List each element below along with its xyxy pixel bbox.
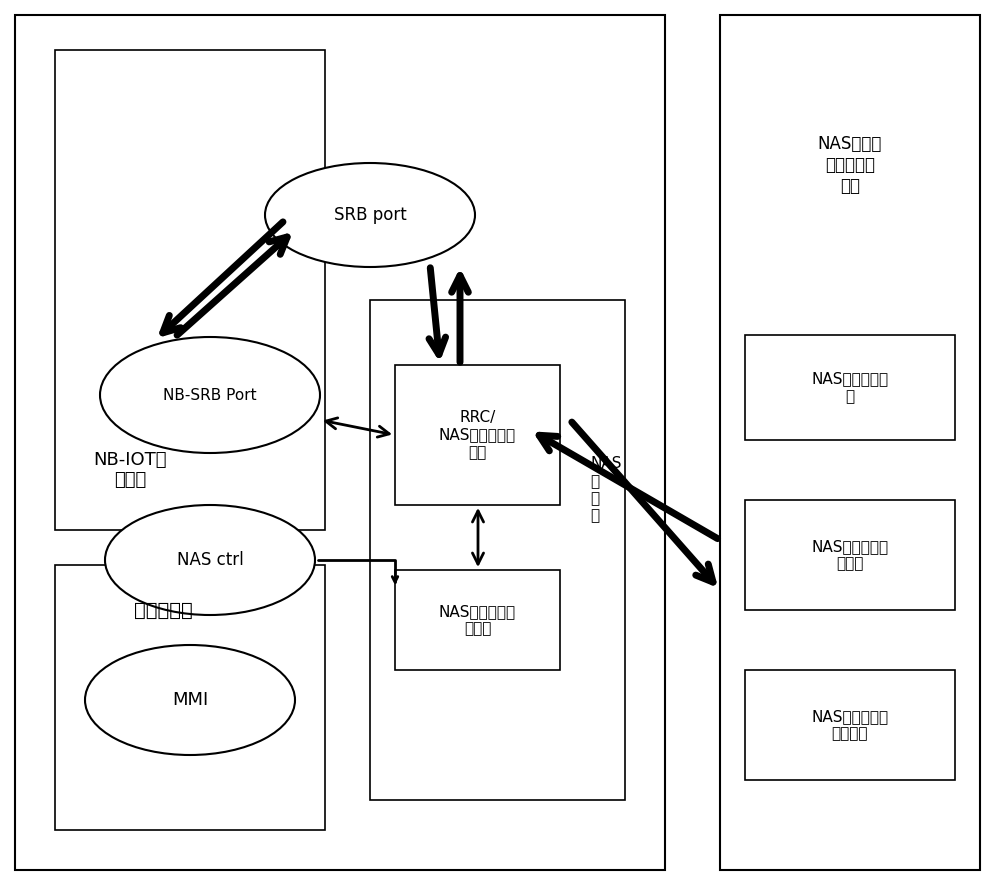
Ellipse shape [100, 337, 320, 453]
Bar [55, 565, 325, 830]
Bar [745, 500, 955, 610]
Ellipse shape [265, 163, 475, 267]
Bar [55, 50, 325, 530]
Text: RRC/
NAS消息编解码
模块: RRC/ NAS消息编解码 模块 [439, 410, 516, 460]
Text: NAS解密相关函
数: NAS解密相关函 数 [811, 371, 889, 404]
Text: NAS完整性保护
相关函数: NAS完整性保护 相关函数 [811, 709, 889, 741]
Bar [395, 570, 560, 670]
Text: MMI: MMI [172, 691, 208, 709]
Bar [745, 670, 955, 780]
Text: NAS安全功能控
制模块: NAS安全功能控 制模块 [439, 604, 516, 636]
Text: NB-SRB Port: NB-SRB Port [163, 387, 257, 402]
Ellipse shape [85, 645, 295, 755]
Bar [370, 300, 625, 800]
Text: 主测试模块: 主测试模块 [134, 600, 192, 620]
Text: SRB port: SRB port [334, 206, 406, 224]
Ellipse shape [105, 505, 315, 615]
Text: NB-IOT测
试模块: NB-IOT测 试模块 [93, 450, 167, 490]
Bar [395, 365, 560, 505]
Bar [720, 15, 980, 870]
Text: NAS
模
拟
器: NAS 模 拟 器 [590, 457, 622, 524]
Bar [15, 15, 665, 870]
Bar [745, 335, 955, 440]
Text: NAS加密保护相
关函数: NAS加密保护相 关函数 [811, 539, 889, 571]
Text: NAS安全功
能外部函数
模块: NAS安全功 能外部函数 模块 [818, 136, 882, 194]
Text: NAS ctrl: NAS ctrl [177, 551, 243, 569]
